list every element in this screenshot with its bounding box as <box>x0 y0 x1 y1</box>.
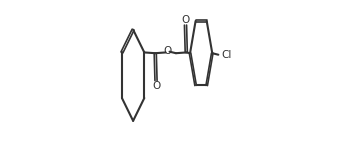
Text: O: O <box>163 46 172 56</box>
Text: O: O <box>181 15 190 25</box>
Text: O: O <box>152 81 160 91</box>
Text: Cl: Cl <box>222 50 232 60</box>
